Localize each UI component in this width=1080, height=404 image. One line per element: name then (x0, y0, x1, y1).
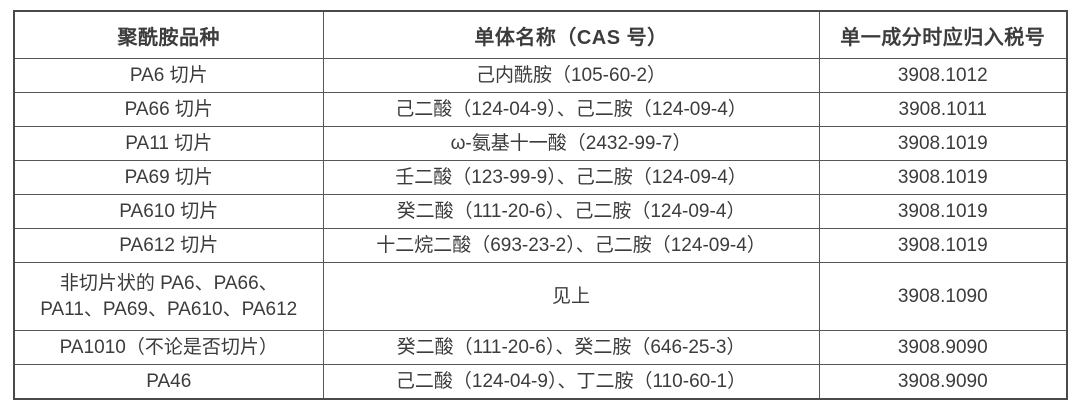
cell-hs-code: 3908.1019 (818, 194, 1068, 229)
polyamide-hs-table-container: 聚酰胺品种 单体名称（CAS 号） 单一成分时应归入税号 PA6 切片 己内酰胺… (13, 10, 1068, 400)
cell-monomer: 己内酰胺（105-60-2） (322, 58, 820, 93)
cell-variety: PA610 切片 (13, 194, 324, 229)
cell-variety: PA11 切片 (13, 126, 324, 161)
cell-hs-code: 3908.1019 (818, 126, 1068, 161)
cell-hs-code: 3908.1090 (818, 262, 1068, 331)
cell-variety: PA69 切片 (13, 160, 324, 195)
cell-variety: PA66 切片 (13, 92, 324, 127)
cell-hs-code: 3908.1019 (818, 228, 1068, 263)
table-row: PA46 己二酸（124-04-9）、丁二胺（110-60-1） 3908.90… (13, 364, 1068, 400)
cell-hs-code: 3908.1019 (818, 160, 1068, 195)
cell-variety: PA46 (13, 364, 324, 400)
cell-variety: PA1010（不论是否切片） (13, 330, 324, 365)
header-row: 聚酰胺品种 单体名称（CAS 号） 单一成分时应归入税号 (13, 10, 1068, 59)
column-header-hs-code: 单一成分时应归入税号 (818, 10, 1068, 59)
cell-variety: PA6 切片 (13, 58, 324, 93)
column-header-variety: 聚酰胺品种 (13, 10, 324, 59)
cell-hs-code: 3908.9090 (818, 364, 1068, 400)
table-row: PA610 切片 癸二酸（111-20-6）、己二胺（124-09-4） 390… (13, 194, 1068, 229)
cell-monomer: 壬二酸（123-99-9）、己二胺（124-09-4） (322, 160, 820, 195)
cell-monomer: 己二酸（124-04-9）、己二胺（124-09-4） (322, 92, 820, 127)
cell-hs-code: 3908.1011 (818, 92, 1068, 127)
table-row: PA6 切片 己内酰胺（105-60-2） 3908.1012 (13, 58, 1068, 93)
column-header-monomer: 单体名称（CAS 号） (322, 10, 820, 59)
cell-monomer: ω-氨基十一酸（2432-99-7） (322, 126, 820, 161)
table-row: PA1010（不论是否切片） 癸二酸（111-20-6）、癸二胺（646-25-… (13, 330, 1068, 365)
cell-monomer: 癸二酸（111-20-6）、癸二胺（646-25-3） (322, 330, 820, 365)
cell-variety: 非切片状的 PA6、PA66、 PA11、PA69、PA610、PA612 (13, 262, 324, 331)
polyamide-hs-table: 聚酰胺品种 单体名称（CAS 号） 单一成分时应归入税号 PA6 切片 己内酰胺… (13, 10, 1068, 400)
table-row: PA66 切片 己二酸（124-04-9）、己二胺（124-09-4） 3908… (13, 92, 1068, 127)
table-row: 非切片状的 PA6、PA66、 PA11、PA69、PA610、PA612 见上… (13, 262, 1068, 331)
cell-monomer: 见上 (322, 262, 820, 331)
cell-hs-code: 3908.9090 (818, 330, 1068, 365)
cell-monomer: 己二酸（124-04-9）、丁二胺（110-60-1） (322, 364, 820, 400)
cell-variety: PA612 切片 (13, 228, 324, 263)
table-row: PA11 切片 ω-氨基十一酸（2432-99-7） 3908.1019 (13, 126, 1068, 161)
table-row: PA69 切片 壬二酸（123-99-9）、己二胺（124-09-4） 3908… (13, 160, 1068, 195)
cell-monomer: 癸二酸（111-20-6）、己二胺（124-09-4） (322, 194, 820, 229)
cell-monomer: 十二烷二酸（693-23-2）、己二胺（124-09-4） (322, 228, 820, 263)
table-row: PA612 切片 十二烷二酸（693-23-2）、己二胺（124-09-4） 3… (13, 228, 1068, 263)
cell-hs-code: 3908.1012 (818, 58, 1068, 93)
